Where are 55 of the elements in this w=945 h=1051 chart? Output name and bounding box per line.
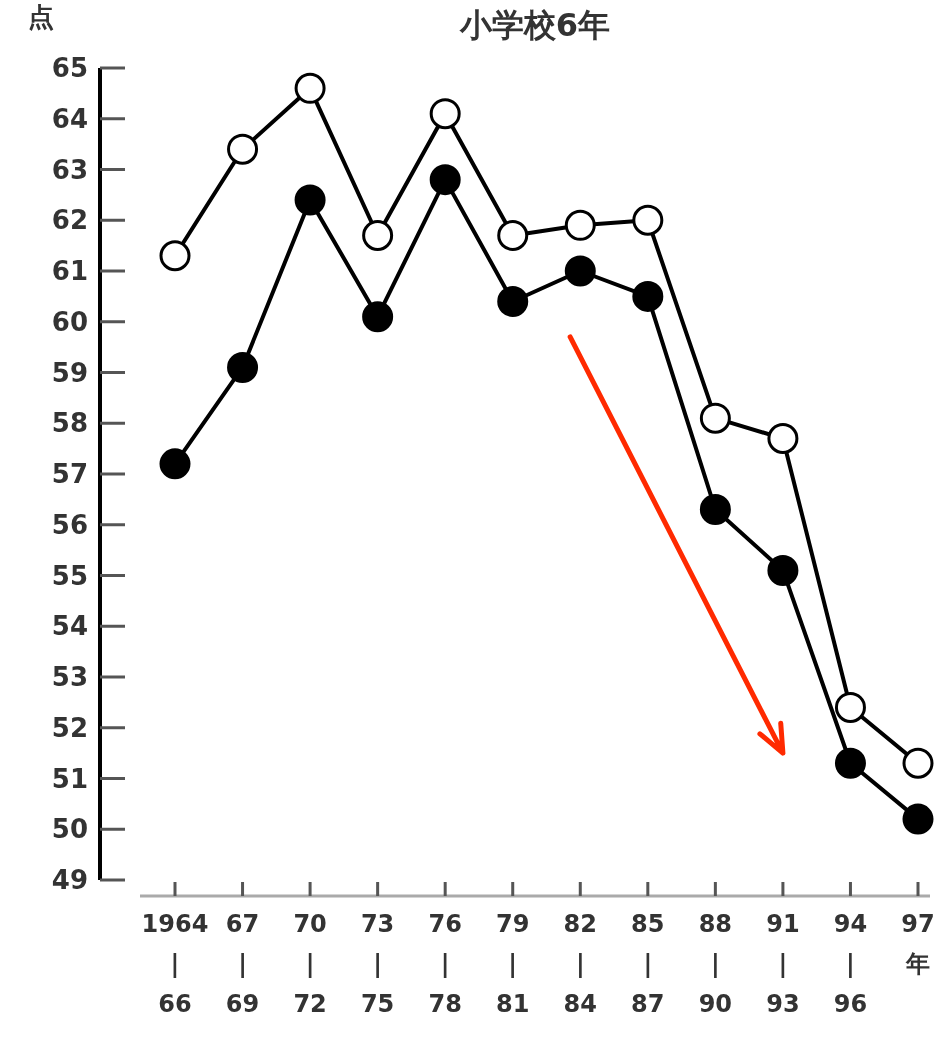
point xyxy=(902,747,934,779)
point xyxy=(767,554,799,586)
y-tick-label: 64 xyxy=(51,103,88,134)
point xyxy=(699,402,731,434)
chart-title: 小学校6年 xyxy=(458,6,611,44)
y-tick-label: 62 xyxy=(51,205,88,236)
point xyxy=(362,301,394,333)
y-tick-label: 60 xyxy=(51,306,88,337)
point xyxy=(497,219,529,251)
point xyxy=(227,351,259,383)
y-tick-label: 50 xyxy=(51,814,88,845)
y-tick-label: 51 xyxy=(51,763,88,794)
point xyxy=(429,164,461,196)
x-tick-label: 70 | 72 xyxy=(293,910,327,1018)
point xyxy=(834,691,866,723)
y-tick-label: 49 xyxy=(51,865,88,895)
x-tick-label: 97 年 xyxy=(901,910,935,978)
point xyxy=(564,255,596,287)
point xyxy=(159,240,191,272)
point xyxy=(429,98,461,130)
x-tick-label: 85 | 87 xyxy=(631,910,665,1018)
x-tick-label: 88 | 90 xyxy=(698,910,733,1018)
y-tick-label: 54 xyxy=(51,611,88,642)
point xyxy=(902,803,934,835)
x-tick-label: 94 | 96 xyxy=(833,910,868,1018)
y-tick-label: 63 xyxy=(51,154,88,185)
y-tick-label: 52 xyxy=(51,712,88,743)
x-tick-label: 82 | 84 xyxy=(563,910,597,1018)
point xyxy=(632,204,664,236)
x-tick-label: 91 | 93 xyxy=(766,910,800,1018)
point xyxy=(294,72,326,104)
x-tick-label: 67 | 69 xyxy=(225,910,260,1018)
point xyxy=(362,219,394,251)
point xyxy=(834,747,866,779)
y-tick-label: 56 xyxy=(51,509,88,540)
y-tick-label: 61 xyxy=(51,256,88,286)
y-tick-label: 55 xyxy=(51,560,88,591)
x-tick-label: 73 | 75 xyxy=(360,910,395,1018)
x-tick-label: 1964 | 66 xyxy=(141,910,209,1018)
x-tick-label: 79 | 81 xyxy=(496,910,530,1018)
point xyxy=(564,209,596,241)
y-tick-label: 58 xyxy=(51,408,88,439)
y-tick-label: 57 xyxy=(51,459,88,489)
point xyxy=(497,285,529,317)
point xyxy=(632,280,664,312)
point xyxy=(227,133,259,165)
point xyxy=(699,494,731,526)
point xyxy=(767,422,799,454)
y-tick-label: 53 xyxy=(51,662,88,692)
y-axis-title: 点 xyxy=(28,2,54,32)
point xyxy=(159,448,191,480)
x-tick-label: 76 | 78 xyxy=(428,910,462,1018)
y-tick-label: 65 xyxy=(51,53,88,83)
point xyxy=(294,184,326,216)
y-tick-label: 59 xyxy=(51,357,88,388)
